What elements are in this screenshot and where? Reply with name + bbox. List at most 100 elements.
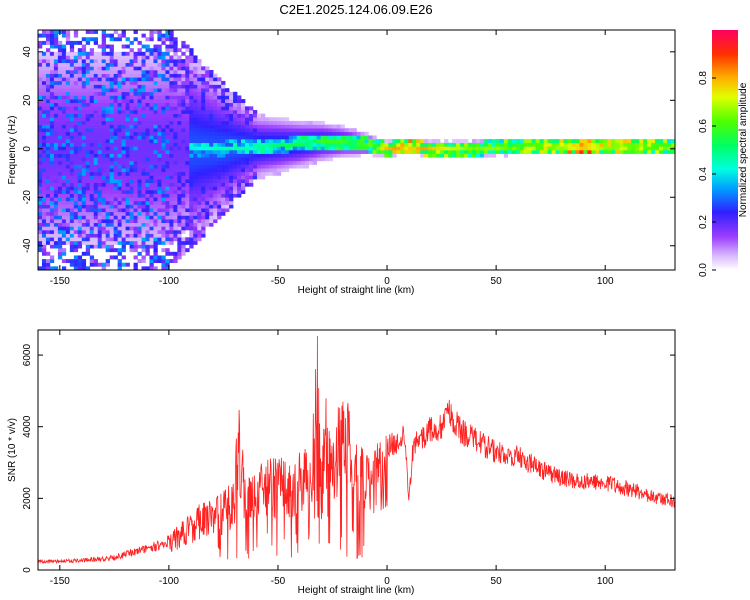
heatmap-cell (177, 73, 182, 78)
heatmap-cell (169, 164, 174, 169)
heatmap-cell (49, 110, 55, 114)
heatmap-cell (97, 142, 102, 147)
heatmap-cell (197, 171, 202, 176)
heatmap-cell (69, 91, 75, 96)
heatmap-cell (217, 113, 222, 118)
heatmap-cell (217, 175, 222, 180)
heatmap-cell (121, 168, 126, 173)
heatmap-cell (217, 124, 222, 129)
heatmap-cell (256, 131, 262, 136)
heatmap-cell (53, 51, 59, 56)
heatmap-cell (213, 164, 218, 169)
heatmap-cell (141, 128, 146, 133)
heatmap-cell (205, 200, 210, 205)
heatmap-cell (201, 91, 206, 96)
heatmap-cell (105, 150, 110, 154)
heatmap-cell (109, 230, 114, 234)
heatmap-cell (65, 168, 71, 173)
heatmap-cell (69, 120, 75, 125)
heatmap-cell (213, 175, 218, 180)
heatmap-cell (181, 106, 186, 111)
heatmap-cell (245, 131, 250, 136)
heatmap-cell (332, 150, 337, 154)
heatmap-cell (97, 110, 102, 114)
heatmap-cell (440, 150, 445, 154)
heatmap-cell (101, 99, 106, 104)
heatmap-cell (73, 80, 79, 85)
heatmap-cell (193, 110, 198, 114)
heatmap-cell (45, 193, 51, 198)
heatmap-cell (205, 120, 210, 125)
heatmap-cell (69, 88, 75, 93)
heatmap-cell (225, 168, 230, 173)
heatmap-cell (292, 135, 298, 140)
heatmap-cell (149, 131, 154, 136)
heatmap-cell (81, 259, 87, 264)
heatmap-cell (225, 197, 230, 202)
heatmap-cell (133, 204, 138, 209)
heatmap-cell (237, 150, 242, 154)
heatmap-cell (137, 117, 142, 122)
heatmap-cell (181, 204, 186, 209)
heatmap-cell (85, 135, 91, 140)
heatmap-cell (205, 110, 210, 114)
heatmap-cell (229, 110, 234, 114)
heatmap-cell (137, 219, 142, 224)
heatmap-cell (408, 142, 413, 147)
heatmap-cell (193, 193, 198, 198)
heatmap-cell (348, 142, 353, 147)
heatmap-cell (57, 131, 63, 136)
snr-y-tick-label: 6000 (22, 344, 33, 367)
heatmap-cell (133, 157, 138, 162)
heatmap-cell (217, 171, 222, 176)
heatmap-cell (264, 157, 270, 162)
heatmap-cell (145, 160, 150, 165)
heatmap-cell (201, 146, 206, 151)
heatmap-cell (340, 150, 345, 154)
heatmap-cell (89, 80, 95, 85)
heatmap-cell (141, 120, 146, 125)
heatmap-cell (57, 102, 63, 107)
heatmap-cell (53, 193, 59, 198)
heatmap-cell (320, 139, 325, 144)
heatmap-cell (233, 91, 238, 96)
heatmap-cell (97, 244, 102, 249)
heatmap-cell (225, 139, 230, 144)
heatmap-cell (137, 160, 142, 165)
heatmap-cell (483, 150, 489, 154)
heatmap-cell (205, 91, 210, 96)
heatmap-cell (169, 197, 174, 202)
heatmap-cell (101, 88, 106, 93)
heatmap-cell (137, 237, 142, 242)
heatmap-cell (201, 193, 206, 198)
figure-title: C2E1.2025.124.06.09.E26 (279, 2, 432, 17)
heatmap-cell (141, 73, 146, 78)
heatmap-cell (209, 215, 214, 220)
heatmap-cell (89, 77, 95, 82)
heatmap-cell (129, 88, 134, 93)
heatmap-cell (169, 135, 174, 140)
heatmap-cell (73, 146, 79, 151)
heatmap-cell (452, 153, 457, 158)
heatmap-cell (81, 142, 87, 147)
heatmap-cell (57, 171, 63, 176)
heatmap-cell (45, 142, 51, 147)
heatmap-cell (352, 128, 357, 133)
heatmap-cell (101, 124, 106, 129)
heatmap-cell (57, 244, 63, 249)
heatmap-cell (352, 139, 357, 144)
heatmap-cell (81, 219, 87, 224)
heatmap-cell (173, 99, 178, 104)
heatmap-cell (77, 266, 83, 270)
heatmap-cell (296, 142, 302, 147)
heatmap-cell (61, 150, 67, 154)
heatmap-cell (296, 164, 302, 169)
heatmap-cell (655, 139, 660, 144)
heatmap-cell (471, 142, 477, 147)
heatmap-cell (77, 131, 83, 136)
heatmap-cell (41, 233, 47, 238)
heatmap-cell (45, 237, 51, 242)
heatmap-cell (65, 240, 71, 245)
heatmap-cell (233, 95, 238, 100)
heatmap-cell (587, 146, 592, 151)
